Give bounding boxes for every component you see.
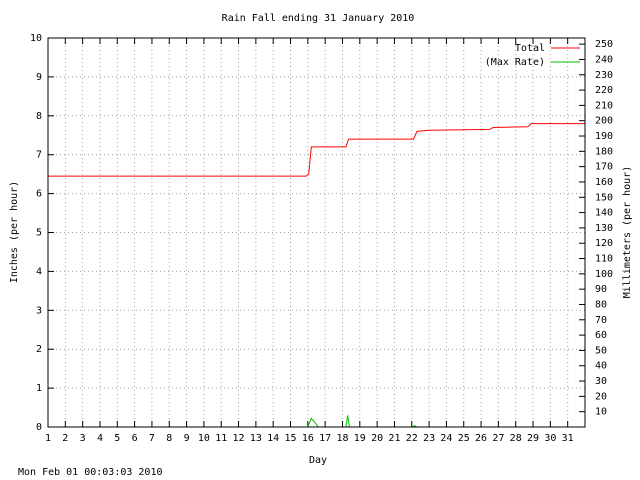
x-tick-label: 19: [354, 433, 366, 444]
y-tick-label: 1: [36, 383, 42, 394]
y2-tick-label: 140: [595, 208, 613, 219]
y2-tick-label: 50: [595, 345, 607, 356]
y-tick-label: 9: [36, 72, 42, 83]
y2-tick-label: 70: [595, 315, 607, 326]
x-tick-label: 14: [267, 433, 279, 444]
x-tick-label: 7: [149, 433, 155, 444]
x-tick-label: 18: [336, 433, 348, 444]
x-tick-label: 5: [114, 433, 120, 444]
y2-tick-label: 60: [595, 330, 607, 341]
plot-border: [47, 37, 586, 428]
x-tick-label: 15: [284, 433, 296, 444]
y-tick-label: 4: [36, 266, 42, 277]
x-tick-label: 24: [440, 433, 452, 444]
x-tick-label: 9: [184, 433, 190, 444]
y2-tick-label: 80: [595, 299, 607, 310]
x-tick-label: 20: [371, 433, 383, 444]
x-tick-label: 4: [97, 433, 103, 444]
x-tick-label: 12: [233, 433, 245, 444]
x-tick-label: 8: [166, 433, 172, 444]
y2-tick-label: 230: [595, 70, 613, 81]
legend-label: Total: [515, 43, 545, 54]
x-tick-label: 1: [45, 433, 51, 444]
y-tick-label: 2: [36, 344, 42, 355]
x-tick-label: 28: [510, 433, 522, 444]
y-tick-label: 5: [36, 228, 42, 239]
y2-tick-label: 190: [595, 131, 613, 142]
x-tick-label: 29: [527, 433, 539, 444]
y-tick-label: 10: [30, 33, 42, 44]
x-tick-label: 25: [458, 433, 470, 444]
y2-tick-label: 10: [595, 407, 607, 418]
y2-tick-label: 90: [595, 284, 607, 295]
y2-tick-label: 200: [595, 116, 613, 127]
x-tick-label: 27: [492, 433, 504, 444]
x-tick-label: 26: [475, 433, 487, 444]
x-tick-label: 6: [132, 433, 138, 444]
y2-tick-label: 170: [595, 162, 613, 173]
x-tick-label: 17: [319, 433, 331, 444]
legend-label: (Max Rate): [485, 57, 545, 68]
y2-tick-label: 240: [595, 54, 613, 65]
x-tick-label: 22: [406, 433, 418, 444]
x-tick-label: 2: [62, 433, 68, 444]
y2-tick-label: 110: [595, 254, 613, 265]
y2-tick-label: 20: [595, 391, 607, 402]
x-tick-label: 16: [302, 433, 314, 444]
y-tick-label: 3: [36, 305, 42, 316]
x-axis-label: Day: [309, 455, 327, 466]
x-tick-label: 23: [423, 433, 435, 444]
y2-tick-label: 210: [595, 100, 613, 111]
y-tick-label: 0: [36, 422, 42, 433]
x-tick-label: 3: [80, 433, 86, 444]
y2-tick-label: 40: [595, 361, 607, 372]
x-tick-label: 13: [250, 433, 262, 444]
y-tick-label: 8: [36, 111, 42, 122]
y-axis-label: Inches (per hour): [9, 181, 20, 283]
x-tick-label: 30: [544, 433, 556, 444]
y2-tick-label: 120: [595, 238, 613, 249]
x-tick-label: 11: [215, 433, 227, 444]
y2-tick-label: 130: [595, 223, 613, 234]
y2-tick-label: 30: [595, 376, 607, 387]
x-tick-label: 21: [388, 433, 400, 444]
x-tick-label: 10: [198, 433, 210, 444]
y-tick-label: 7: [36, 150, 42, 161]
y2-tick-label: 220: [595, 85, 613, 96]
y2-tick-label: 150: [595, 192, 613, 203]
x-tick-label: 31: [562, 433, 574, 444]
y2-tick-label: 160: [595, 177, 613, 188]
y2-tick-label: 250: [595, 39, 613, 50]
chart-title: Rain Fall ending 31 January 2010: [222, 13, 415, 24]
y2-axis-label: Millimeters (per hour): [622, 166, 633, 298]
timestamp: Mon Feb 01 00:03:03 2010: [18, 467, 163, 478]
data-line: [48, 123, 585, 177]
y2-tick-label: 180: [595, 146, 613, 157]
y-tick-label: 6: [36, 189, 42, 200]
y2-tick-label: 100: [595, 269, 613, 280]
